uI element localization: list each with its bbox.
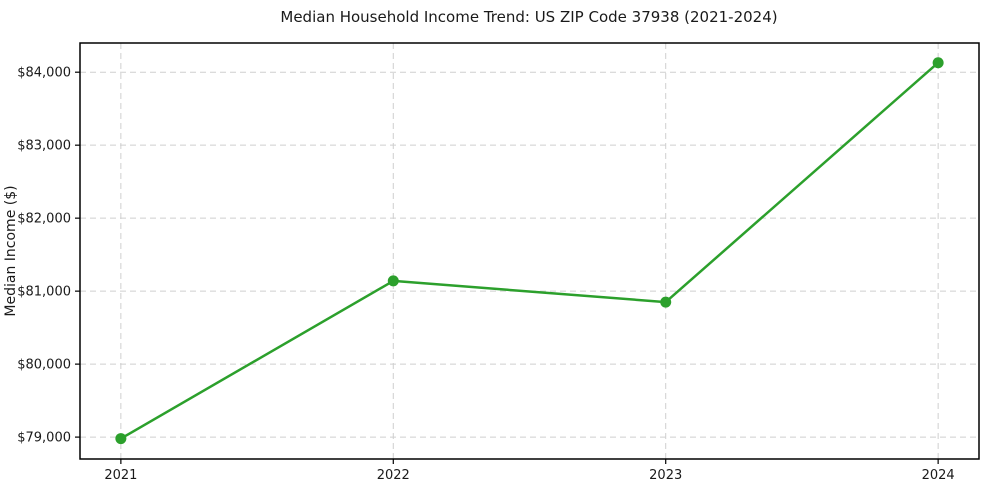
data-point-marker: [660, 296, 672, 308]
x-tick-label: 2023: [649, 468, 682, 483]
plot-border: [79, 42, 980, 460]
y-tick-label: $81,000: [17, 285, 71, 300]
x-tick-label: 2021: [104, 468, 137, 483]
data-point-marker: [932, 57, 944, 69]
y-tick-label: $84,000: [17, 66, 71, 81]
x-tick-label: 2024: [922, 468, 955, 483]
y-tick-label: $79,000: [17, 431, 71, 446]
y-tick-label: $83,000: [17, 139, 71, 154]
x-tick-label: 2022: [377, 468, 410, 483]
data-point-marker: [115, 433, 127, 445]
chart-title: Median Household Income Trend: US ZIP Co…: [280, 8, 777, 26]
trend-series: [115, 57, 944, 445]
y-axis-label: Median Income ($): [3, 185, 19, 316]
data-point-marker: [387, 275, 399, 287]
y-tick-label: $82,000: [17, 212, 71, 227]
grid-layer: [80, 43, 979, 459]
trend-line: [119, 61, 940, 440]
y-tick-label: $80,000: [17, 358, 71, 373]
axes-layer: $79,000 $80,000 $81,000 $82,000 $83,000 $84,0…: [17, 42, 980, 483]
